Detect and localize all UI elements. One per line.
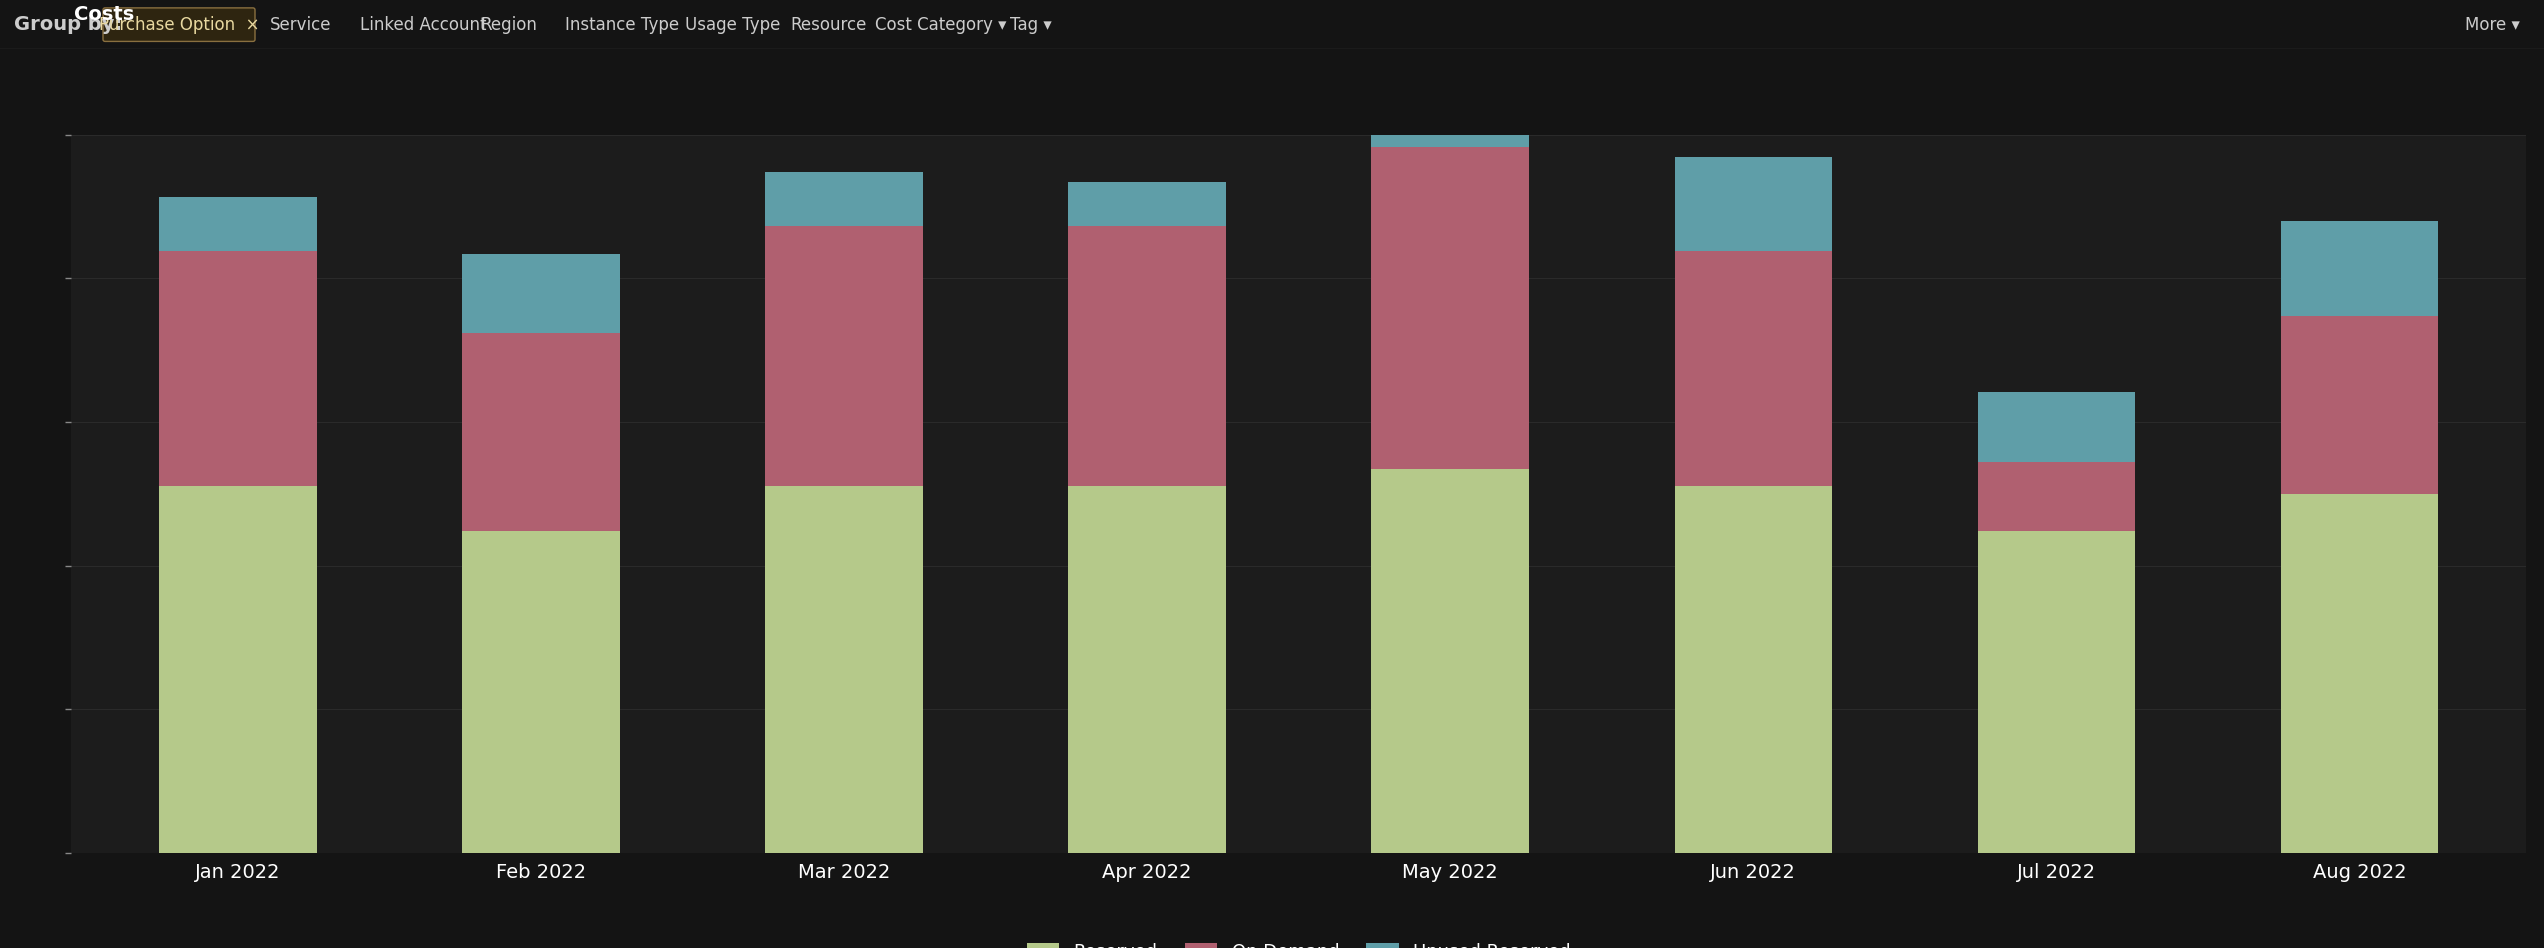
Bar [2279, 494, 2437, 853]
Text: Cost Category ▾: Cost Category ▾ [875, 16, 1007, 33]
Bar [1977, 392, 2134, 462]
Bar [160, 251, 318, 486]
Text: Usage Type: Usage Type [684, 16, 781, 33]
FancyBboxPatch shape [102, 8, 254, 42]
Bar [766, 172, 923, 227]
Bar [160, 486, 318, 853]
Bar [1977, 531, 2134, 853]
Bar [463, 531, 621, 853]
Bar [1068, 182, 1226, 227]
Bar [1371, 61, 1529, 147]
Text: Service: Service [270, 16, 331, 33]
Text: Linked Account: Linked Account [361, 16, 486, 33]
Bar [2279, 316, 2437, 494]
Text: Resource: Resource [791, 16, 868, 33]
Bar [1068, 486, 1226, 853]
Text: More ▾: More ▾ [2465, 16, 2521, 33]
Bar [1674, 251, 1832, 486]
Text: Purchase Option  ×: Purchase Option × [99, 16, 259, 33]
Text: Tag ▾: Tag ▾ [1010, 16, 1051, 33]
Bar [1674, 486, 1832, 853]
Bar [766, 486, 923, 853]
Bar [160, 196, 318, 251]
Bar [463, 253, 621, 333]
Bar [463, 333, 621, 531]
Text: Costs: Costs [74, 6, 135, 25]
Bar [1371, 469, 1529, 853]
Legend: Reserved, On Demand, Unused Reserved: Reserved, On Demand, Unused Reserved [1018, 934, 1580, 948]
Bar [1068, 227, 1226, 486]
Text: Instance Type: Instance Type [565, 16, 679, 33]
Bar [1674, 157, 1832, 251]
Text: Group by:: Group by: [15, 15, 122, 34]
Bar [766, 227, 923, 486]
Bar [1371, 147, 1529, 469]
Bar [2279, 221, 2437, 316]
Bar [1977, 462, 2134, 531]
Text: Region: Region [481, 16, 537, 33]
